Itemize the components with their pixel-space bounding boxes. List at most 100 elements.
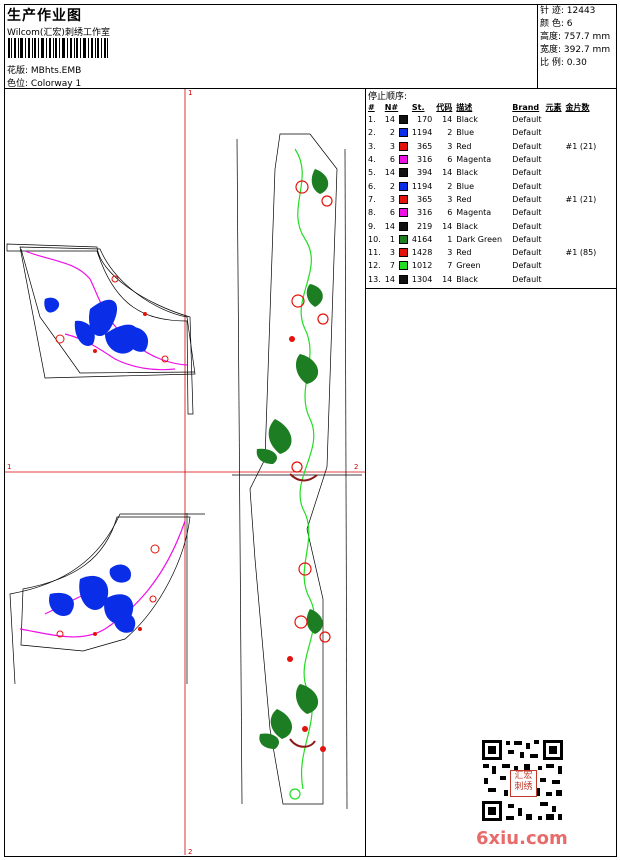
row-description: Black <box>456 115 478 125</box>
row-brand: Default <box>512 274 542 284</box>
piece-center-band <box>232 133 362 810</box>
col-header: 描述 <box>456 102 473 112</box>
color-swatch <box>397 193 410 206</box>
stat-colors: 颜 色: 6 <box>540 19 573 29</box>
row-needle: 1 <box>389 234 395 244</box>
qr-code <box>480 738 565 823</box>
color-swatch-icon <box>398 208 408 218</box>
row-sequin <box>564 233 599 246</box>
table-row: 11. 3 1428 3 Red Default #1 (85) <box>366 246 598 259</box>
row-index: 4. <box>368 155 376 165</box>
color-swatch-icon <box>398 181 408 191</box>
table-row: 7. 3 365 3 Red Default #1 (21) <box>366 193 598 206</box>
row-brand: Default <box>512 208 542 218</box>
table-header-row: # N# St. 代码 描述 Brand 元素 金片数 <box>366 101 598 113</box>
row-index: 7. <box>368 194 376 204</box>
row-description: Blue <box>456 181 474 191</box>
row-brand: Default <box>512 155 542 165</box>
row-code: 14 <box>442 221 453 231</box>
col-header: 元素 <box>545 102 562 112</box>
row-element <box>544 153 564 166</box>
table-row: 9. 14 219 14 Black Default <box>366 219 598 232</box>
row-description: Magenta <box>456 155 492 165</box>
stop-sequence-table: # N# St. 代码 描述 Brand 元素 金片数 1. 14 170 14 Bla… <box>366 101 598 286</box>
colorway: 色位: Colorway 1 <box>7 76 81 89</box>
table-row: 3. 3 365 3 Red Default #1 (21) <box>366 140 598 153</box>
row-element <box>544 140 564 153</box>
table-divider <box>365 288 617 289</box>
row-stitches: 170 <box>417 115 433 125</box>
row-sequin <box>564 166 599 179</box>
row-stitches: 365 <box>417 141 433 151</box>
row-sequin <box>564 259 599 272</box>
piece-upper-left <box>6 243 196 415</box>
barcode <box>8 38 108 58</box>
page-title: 生产作业图 <box>7 8 82 24</box>
row-code: 3 <box>447 248 453 258</box>
row-element <box>544 166 564 179</box>
color-swatch-icon <box>398 115 408 125</box>
row-element <box>544 113 564 126</box>
row-description: Magenta <box>456 208 492 218</box>
table-row: 4. 6 316 6 Magenta Default <box>366 153 598 166</box>
row-element <box>544 179 564 192</box>
embroidery-lower-left <box>19 520 186 638</box>
color-swatch-icon <box>398 274 408 284</box>
design-label: 花版: <box>7 66 29 76</box>
row-index: 9. <box>368 221 376 231</box>
table-row: 8. 6 316 6 Magenta Default <box>366 206 598 219</box>
site-watermark: 6xiu.com <box>476 828 568 849</box>
row-needle: 2 <box>389 128 395 138</box>
row-description: Green <box>456 261 481 271</box>
embroidery-upper-left <box>24 250 188 371</box>
row-sequin <box>564 113 599 126</box>
color-swatch-icon <box>398 128 408 138</box>
color-swatch <box>397 140 410 153</box>
row-index: 2. <box>368 128 376 138</box>
row-index: 6. <box>368 181 376 191</box>
row-index: 1. <box>368 115 376 125</box>
row-code: 3 <box>447 141 453 151</box>
row-index: 8. <box>368 208 376 218</box>
row-needle: 14 <box>384 274 395 284</box>
row-element <box>544 246 564 259</box>
row-stitches: 1428 <box>411 248 433 258</box>
row-sequin: #1 (21) <box>565 141 597 151</box>
row-description: Red <box>456 248 472 258</box>
row-code: 1 <box>447 234 453 244</box>
color-swatch <box>397 126 410 139</box>
row-code: 7 <box>447 261 453 271</box>
row-sequin <box>564 219 599 232</box>
row-description: Black <box>456 274 478 284</box>
row-description: Dark Green <box>456 234 503 244</box>
row-element <box>544 233 564 246</box>
row-brand: Default <box>512 234 542 244</box>
row-stitches: 1194 <box>411 128 433 138</box>
row-code: 3 <box>447 194 453 204</box>
row-stitches: 365 <box>417 194 433 204</box>
row-element <box>544 206 564 219</box>
axis-right-label: 2 <box>354 463 359 471</box>
table-row: 2. 2 1194 2 Blue Default <box>366 126 598 139</box>
table-row: 1. 14 170 14 Black Default <box>366 113 598 126</box>
color-swatch <box>397 233 410 246</box>
row-description: Blue <box>456 128 474 138</box>
col-header: 金片数 <box>565 102 590 112</box>
row-needle: 14 <box>384 115 395 125</box>
row-sequin: #1 (21) <box>565 194 597 204</box>
row-needle: 6 <box>389 155 395 165</box>
row-needle: 14 <box>384 221 395 231</box>
row-element <box>544 126 564 139</box>
design-canvas <box>5 89 365 855</box>
row-sequin <box>564 126 599 139</box>
panel-divider <box>365 88 366 857</box>
row-stitches: 1194 <box>411 181 433 191</box>
table-row: 10. 1 4164 1 Dark Green Default <box>366 233 598 246</box>
stats-block: 针 迹: 12443 颜 色: 6 高度: 757.7 mm 宽度: 392.7… <box>540 5 610 70</box>
colorway-value: Colorway 1 <box>30 79 82 89</box>
row-description: Red <box>456 141 472 151</box>
color-swatch <box>397 219 410 232</box>
row-code: 6 <box>447 208 453 218</box>
col-header: Brand <box>512 102 540 112</box>
color-swatch <box>397 273 410 286</box>
